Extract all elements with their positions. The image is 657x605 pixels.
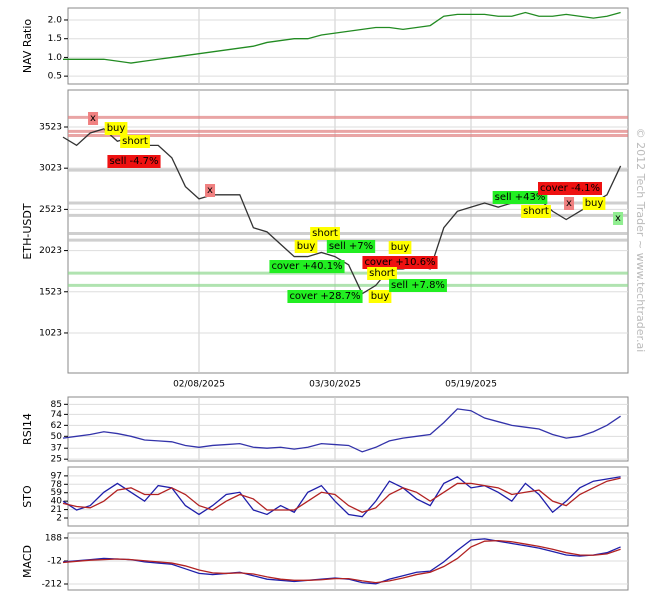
annotation-label: sell +7.8% — [391, 280, 445, 291]
y-axis-title: ETH-USDT — [21, 203, 34, 259]
annotation-box — [287, 290, 363, 303]
y-tick-label: 21 — [51, 505, 62, 515]
y-tick-label: 85 — [51, 400, 62, 410]
annotation-label: buy — [371, 291, 390, 302]
panel-frame — [67, 7, 629, 85]
x-tick-label: 02/08/2025 — [173, 380, 225, 390]
series-line — [63, 11, 621, 64]
y-tick-label: 37 — [51, 444, 62, 454]
annotation-box — [538, 182, 602, 195]
y-axis-title: NAV Ratio — [21, 19, 34, 74]
annotation-label: x — [207, 185, 213, 196]
y-tick-label: 97 — [51, 471, 62, 481]
x-tick-label: 03/30/2025 — [309, 380, 361, 390]
annotation-box — [326, 240, 376, 253]
annotation-box — [388, 241, 412, 254]
annotation-label: sell -4.7% — [109, 156, 158, 167]
y-tick-label: 74 — [51, 410, 63, 420]
annotation-label: sell +43% — [495, 192, 546, 203]
y-tick-label: 78 — [51, 480, 63, 490]
annotation-box — [389, 279, 447, 292]
y-tick-label: 1023 — [39, 328, 62, 338]
annotation-box — [104, 122, 128, 135]
annotation-label: buy — [107, 123, 126, 134]
annotation-box — [205, 184, 216, 197]
y-tick-label: 1.5 — [48, 34, 62, 44]
annotation-label: cover +40.1% — [271, 261, 342, 272]
x-tick-label: 05/19/2025 — [445, 380, 497, 390]
annotation-label: buy — [391, 242, 410, 253]
y-tick-label: 2023 — [39, 246, 62, 256]
series-line — [62, 539, 621, 584]
y-tick-label: 25 — [51, 455, 62, 465]
annotation-label: short — [312, 228, 338, 239]
annotation-box — [613, 212, 624, 225]
y-tick-label: 59 — [51, 488, 63, 498]
annotation-box — [120, 135, 150, 148]
panel-frame — [67, 89, 629, 374]
annotation-label: short — [122, 136, 148, 147]
annotation-label: buy — [297, 241, 316, 252]
y-tick-label: 40 — [51, 497, 63, 507]
annotation-label: short — [369, 268, 395, 279]
y-tick-label: 2.0 — [48, 15, 63, 25]
series-line — [62, 475, 621, 518]
annotation-box — [88, 112, 99, 125]
annotation-label: cover -4.1% — [540, 183, 600, 194]
annotation-label: x — [615, 213, 621, 224]
y-tick-label: 188 — [45, 533, 62, 543]
annotation-box — [367, 267, 397, 280]
y-tick-label: -12 — [47, 556, 62, 566]
annotation-box — [492, 191, 548, 204]
panel-frame — [67, 466, 629, 527]
panel-frame — [67, 396, 629, 462]
annotation-label: x — [566, 198, 572, 209]
annotation-box — [269, 260, 345, 273]
annotation-box — [368, 290, 392, 303]
watermark: © 2012 Tech Trader ~ www.techtrader.ai — [634, 128, 647, 353]
series-line — [62, 408, 621, 453]
y-tick-label: 0.5 — [48, 72, 62, 82]
y-axis-title: RSI14 — [21, 413, 34, 445]
y-tick-label: 3023 — [39, 164, 62, 174]
annotation-box — [582, 197, 606, 210]
y-tick-label: 2523 — [39, 205, 62, 215]
series-line — [62, 477, 621, 513]
y-axis-title: MACD — [21, 545, 34, 578]
annotation-box — [521, 205, 551, 218]
annotation-box — [310, 227, 340, 240]
annotation-label: buy — [585, 198, 604, 209]
y-tick-label: 62 — [51, 421, 62, 431]
y-tick-label: 1523 — [39, 287, 62, 297]
annotation-box — [294, 240, 318, 253]
annotation-box — [107, 155, 161, 168]
y-tick-label: -212 — [42, 580, 62, 590]
y-tick-label: 1.0 — [48, 53, 63, 63]
y-tick-label: 2 — [56, 514, 62, 524]
annotation-label: cover +10.6% — [364, 257, 435, 268]
annotation-box — [564, 197, 575, 210]
annotation-label: sell +7% — [329, 241, 373, 252]
y-axis-title: STO — [21, 485, 34, 508]
annotation-box — [362, 256, 438, 269]
annotation-label: cover +28.7% — [289, 291, 360, 302]
y-tick-label: 50 — [51, 432, 63, 442]
annotation-label: short — [523, 206, 549, 217]
y-tick-label: 3523 — [39, 122, 62, 132]
annotation-label: x — [90, 113, 96, 124]
